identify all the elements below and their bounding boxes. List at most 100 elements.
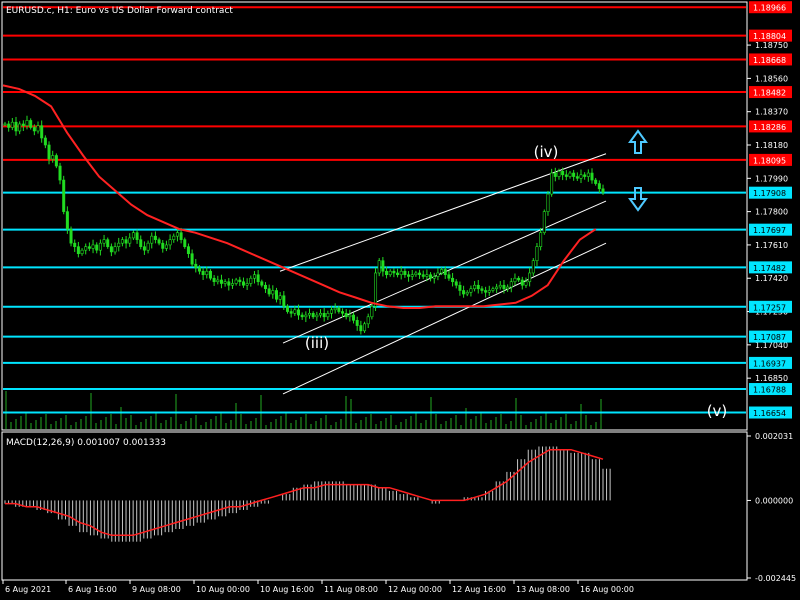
up-arrow-icon	[628, 129, 648, 154]
candle-body	[227, 281, 231, 286]
level-price-tag	[749, 330, 792, 343]
price-tick-label: 1.18180	[755, 141, 788, 150]
volume-bars	[5, 391, 602, 429]
candle-body	[535, 246, 539, 262]
candle-body	[561, 170, 565, 176]
candle-body	[410, 274, 414, 277]
candle-body	[586, 172, 590, 177]
candle-body	[80, 249, 84, 254]
candle-body	[414, 272, 418, 276]
candle-body	[473, 284, 477, 290]
price-tick-label: 1.17040	[755, 341, 788, 350]
candle-body	[175, 232, 179, 237]
candle-body	[326, 312, 330, 318]
level-price-tag	[749, 29, 792, 42]
candle-body	[263, 284, 267, 290]
candle-body	[172, 235, 176, 240]
candle-body	[469, 288, 473, 293]
level-price-tag	[749, 406, 792, 419]
level-price-label: 1.18286	[753, 123, 786, 132]
candle-body	[51, 155, 55, 160]
candle-body	[517, 277, 521, 281]
candle-body	[98, 242, 102, 251]
candle-body	[491, 288, 495, 291]
macd-title: MACD(12,26,9) 0.001007 0.001333	[6, 438, 166, 448]
candle-body	[289, 311, 293, 314]
candle-body	[95, 244, 99, 251]
candle-body	[304, 314, 308, 318]
level-price-tag	[749, 300, 792, 313]
time-axis[interactable]: 6 Aug 2021 6 Aug 16:00 9 Aug 08:00 10 Aug 0…	[2, 580, 634, 594]
level-price-label: 1.18966	[753, 4, 786, 13]
time-tick-label: 9 Aug 08:00	[132, 585, 181, 594]
candle-body	[550, 172, 554, 195]
candle-body	[454, 281, 458, 286]
time-tick-label: 13 Aug 08:00	[516, 585, 570, 594]
level-price-label: 1.16788	[753, 386, 786, 395]
candle-body	[388, 270, 392, 276]
candle-body	[557, 170, 561, 177]
candle-body	[293, 309, 297, 314]
candle-body	[597, 183, 601, 190]
candle-body	[179, 232, 183, 240]
macd-axis[interactable]: 0.002031 0.000000 -0.002445	[747, 432, 796, 583]
candle-body	[341, 311, 345, 314]
candle-body	[484, 290, 488, 293]
price-tick-label: 1.18750	[755, 41, 788, 50]
candle-body	[146, 242, 150, 251]
candle-body	[10, 121, 14, 128]
candle-body	[106, 239, 110, 247]
candle-body	[447, 274, 451, 279]
candle-body	[43, 137, 47, 146]
price-tick-label: 1.17420	[755, 274, 788, 283]
candle-body	[458, 284, 462, 291]
candle-body	[590, 172, 594, 181]
candle-body	[87, 246, 91, 249]
price-tick-label: 1.18560	[755, 74, 788, 83]
candle-body	[205, 270, 209, 276]
candle-body	[278, 295, 282, 300]
level-price-tag	[749, 383, 792, 396]
level-price-label: 1.17908	[753, 189, 786, 198]
candle-body	[344, 312, 348, 318]
candle-body	[399, 270, 403, 276]
candle-body	[513, 277, 517, 283]
candle-body	[462, 290, 466, 295]
candle-body	[506, 286, 510, 290]
candle-body	[524, 281, 528, 286]
candle-body	[208, 270, 212, 279]
level-price-label: 1.17087	[753, 333, 786, 342]
candle-body	[153, 235, 157, 240]
candle-body	[392, 270, 396, 274]
candle-body	[296, 309, 300, 316]
candle-body	[440, 269, 444, 274]
candle-body	[553, 172, 557, 177]
candle-body	[579, 174, 583, 179]
candle-body	[241, 281, 245, 286]
horizontal-levels[interactable]	[3, 6, 746, 414]
candle-body	[300, 314, 304, 318]
candle-body	[29, 120, 33, 128]
candle-body	[14, 121, 18, 132]
candle-body	[128, 237, 132, 244]
candle-body	[40, 125, 44, 139]
candle-body	[363, 323, 367, 332]
candle-body	[330, 309, 334, 314]
time-tick-label: 10 Aug 16:00	[260, 585, 314, 594]
time-tick-label: 16 Aug 00:00	[580, 585, 634, 594]
candle-body	[58, 165, 62, 181]
candle-body	[308, 312, 312, 316]
candle-body	[377, 260, 381, 274]
candle-body	[359, 325, 363, 332]
candle-body	[113, 246, 117, 253]
macd-tick-label: 0.002031	[755, 432, 793, 441]
candle-body	[498, 284, 502, 288]
candle-body	[322, 312, 326, 318]
moving-average-line	[2, 84, 597, 309]
candle-body	[539, 232, 543, 247]
level-price-tag	[749, 223, 792, 236]
price-pane-border	[1, 1, 748, 431]
candle-body	[139, 239, 143, 247]
candle-body	[190, 253, 194, 265]
